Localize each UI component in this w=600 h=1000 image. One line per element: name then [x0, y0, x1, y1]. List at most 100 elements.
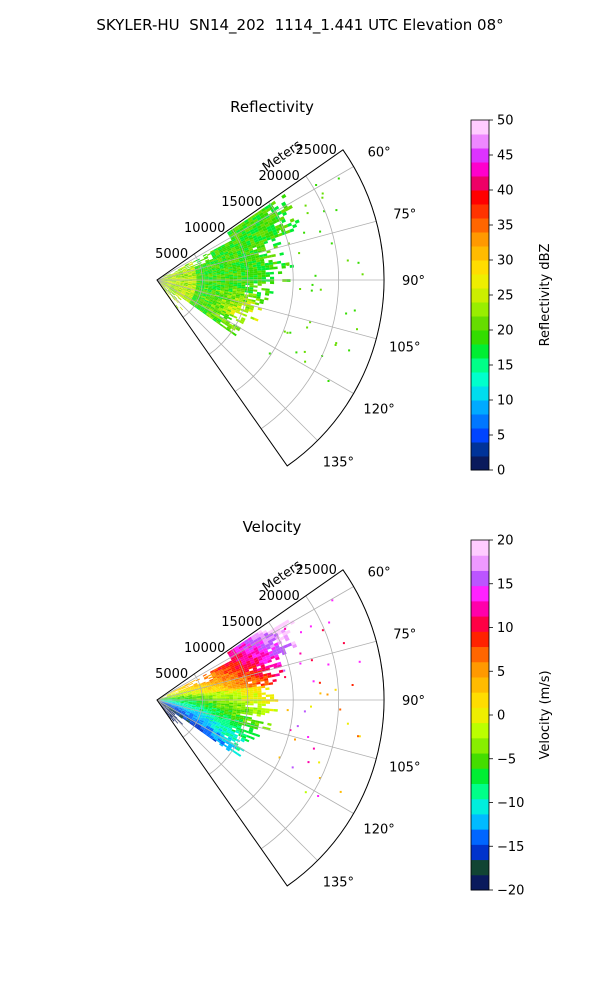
- echo-cell: [211, 710, 216, 713]
- echo-cell: [203, 708, 208, 711]
- echo-cell: [258, 237, 263, 242]
- echo-cell: [163, 280, 168, 282]
- echo-cell: [167, 278, 172, 280]
- echo-cell: [191, 287, 196, 289]
- echo-cell: [215, 266, 220, 269]
- echo-cell: [235, 297, 240, 301]
- echo-cell: [225, 321, 230, 325]
- echo-cell: [196, 273, 201, 275]
- echo-cell: [179, 283, 184, 285]
- echo-cell: [219, 670, 224, 674]
- echo-cell: [196, 726, 201, 730]
- echo-cell: [240, 658, 246, 662]
- echo-speck: [353, 309, 356, 312]
- echo-cell: [249, 640, 255, 645]
- echo-cell: [186, 298, 191, 302]
- echo-cell: [228, 691, 233, 694]
- echo-cell: [248, 729, 254, 733]
- echo-cell: [180, 697, 185, 698]
- angle-tick-label: 105°: [389, 760, 420, 775]
- echo-cell: [171, 704, 176, 707]
- echo-cell: [174, 706, 179, 708]
- echo-cell: [240, 266, 245, 269]
- echo-cell: [187, 284, 193, 286]
- echo-cell: [250, 316, 255, 320]
- echo-cell: [233, 733, 239, 738]
- echo-cell: [178, 288, 183, 291]
- echo-cell: [253, 237, 258, 241]
- echo-cell: [249, 691, 254, 694]
- echo-cell: [272, 219, 278, 225]
- echo-cell: [252, 266, 258, 270]
- echo-cell: [192, 716, 197, 720]
- colorbar-segment: [471, 570, 489, 587]
- echo-cell: [241, 735, 247, 739]
- echo-cell: [228, 288, 233, 291]
- echo-cell: [206, 682, 211, 685]
- echo-cell: [260, 261, 265, 264]
- echo-cell: [193, 295, 198, 298]
- angle-tick-label: 135°: [323, 455, 354, 470]
- echo-cell: [228, 724, 234, 728]
- echo-cell: [167, 694, 172, 697]
- echo-cell: [214, 715, 219, 719]
- echo-cell: [232, 240, 237, 244]
- echo-cell: [228, 287, 233, 289]
- echo-cell: [235, 308, 241, 312]
- colorbar-segment: [471, 274, 489, 289]
- echo-cell: [163, 282, 167, 285]
- echo-cell: [227, 727, 232, 731]
- echo-cell: [242, 243, 248, 248]
- echo-cell: [284, 206, 290, 212]
- echo-speck: [317, 795, 320, 797]
- echo-cell: [185, 265, 190, 268]
- echo-cell: [255, 720, 260, 724]
- echo-cell: [227, 248, 232, 252]
- echo-cell: [231, 681, 236, 684]
- echo-cell: [252, 682, 257, 686]
- echo-cell: [236, 305, 242, 309]
- echo-cell: [187, 693, 192, 696]
- echo-cell: [171, 717, 175, 722]
- echo-cell: [223, 736, 228, 740]
- echo-cell: [221, 257, 226, 260]
- echo-cell: [171, 277, 176, 279]
- echo-cell: [203, 709, 208, 712]
- echo-cell: [180, 701, 185, 703]
- echo-cell: [260, 214, 266, 219]
- echo-cell: [223, 671, 229, 675]
- echo-cell: [265, 288, 270, 291]
- echo-cell: [234, 245, 240, 249]
- echo-cell: [196, 697, 201, 699]
- echo-speck: [323, 210, 326, 213]
- echo-cell: [182, 297, 187, 300]
- echo-cell: [166, 711, 169, 716]
- echo-cell: [224, 692, 229, 694]
- echo-cell: [171, 702, 176, 703]
- echo-cell: [167, 281, 172, 282]
- echo-cell: [269, 264, 274, 268]
- echo-cell: [210, 671, 215, 675]
- echo-cell: [249, 285, 254, 288]
- echo-cell: [221, 719, 227, 722]
- echo-cell: [246, 222, 251, 227]
- echo-cell: [224, 690, 229, 693]
- echo-cell: [207, 731, 212, 736]
- echo-cell: [167, 703, 172, 705]
- echo-cell: [257, 667, 262, 672]
- echo-cell: [232, 705, 238, 708]
- echo-cell: [224, 289, 229, 292]
- echo-cell: [249, 283, 254, 286]
- echo-cell: [180, 282, 185, 284]
- colorbar-segment: [471, 358, 489, 373]
- echo-cell: [269, 205, 275, 211]
- echo-cell: [220, 313, 225, 317]
- echo-cell: [271, 226, 276, 231]
- echo-cell: [254, 632, 259, 637]
- echo-cell: [192, 278, 197, 280]
- echo-cell: [182, 690, 187, 692]
- angle-tick-label: 90°: [402, 274, 425, 289]
- echo-cell: [253, 270, 258, 274]
- echo-cell: [231, 684, 237, 687]
- echo-cell: [193, 714, 198, 717]
